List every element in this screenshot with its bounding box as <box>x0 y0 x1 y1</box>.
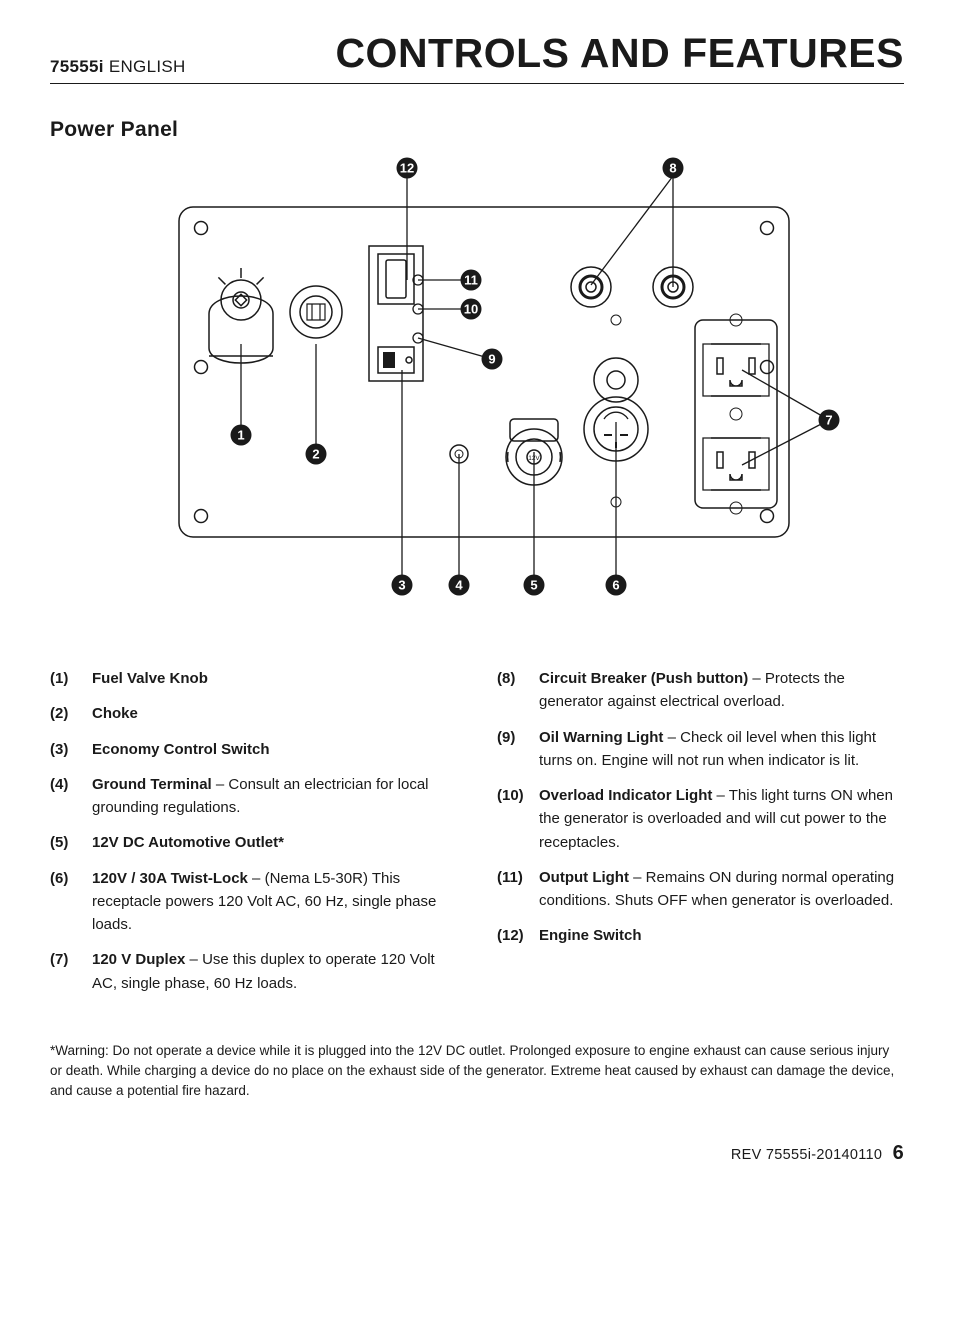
legend-right: (8)Circuit Breaker (Push button) – Prote… <box>497 667 904 1007</box>
legend-label: Oil Warning Light <box>539 729 663 746</box>
legend-body: Economy Control Switch <box>92 738 457 761</box>
model-lang: ENGLISH <box>109 57 186 76</box>
svg-text:12: 12 <box>400 161 414 176</box>
legend-item: (1)Fuel Valve Knob <box>50 667 457 690</box>
legend-number: (4) <box>50 773 92 820</box>
svg-text:6: 6 <box>612 578 619 593</box>
power-panel-diagram: 12V128111097123456 <box>50 152 904 617</box>
page-footer: REV 75555i-20140110 6 <box>50 1142 904 1165</box>
legend-number: (5) <box>50 831 92 854</box>
legend-item: (5)12V DC Automotive Outlet* <box>50 831 457 854</box>
legend-left: (1)Fuel Valve Knob(2)Choke(3)Economy Con… <box>50 667 457 1007</box>
svg-text:11: 11 <box>464 273 478 288</box>
page-title: CONTROLS AND FEATURES <box>335 30 904 77</box>
legend-label: Economy Control Switch <box>92 741 270 758</box>
legend-item: (3)Economy Control Switch <box>50 738 457 761</box>
svg-text:8: 8 <box>669 161 676 176</box>
legend-columns: (1)Fuel Valve Knob(2)Choke(3)Economy Con… <box>50 667 904 1007</box>
legend-number: (2) <box>50 702 92 725</box>
legend-body: Oil Warning Light – Check oil level when… <box>539 726 904 773</box>
page-header: 75555i ENGLISH CONTROLS AND FEATURES <box>50 30 904 84</box>
warning-text: *Warning: Do not operate a device while … <box>50 1041 904 1102</box>
legend-number: (10) <box>497 784 539 854</box>
legend-body: Fuel Valve Knob <box>92 667 457 690</box>
legend-number: (8) <box>497 667 539 714</box>
legend-number: (9) <box>497 726 539 773</box>
svg-text:2: 2 <box>312 447 319 462</box>
legend-label: Engine Switch <box>539 927 642 944</box>
legend-body: Engine Switch <box>539 924 904 947</box>
legend-body: Overload Indicator Light – This light tu… <box>539 784 904 854</box>
legend-body: 120V / 30A Twist-Lock – (Nema L5-30R) Th… <box>92 867 457 937</box>
legend-body: Choke <box>92 702 457 725</box>
legend-body: Output Light – Remains ON during normal … <box>539 866 904 913</box>
legend-label: Choke <box>92 705 138 722</box>
revision: REV 75555i-20140110 <box>731 1147 882 1163</box>
legend-item: (6)120V / 30A Twist-Lock – (Nema L5-30R)… <box>50 867 457 937</box>
svg-text:4: 4 <box>455 578 463 593</box>
page-number: 6 <box>893 1142 904 1164</box>
legend-body: Circuit Breaker (Push button) – Protects… <box>539 667 904 714</box>
legend-item: (2)Choke <box>50 702 457 725</box>
legend-item: (7)120 V Duplex – Use this duplex to ope… <box>50 948 457 995</box>
legend-label: 12V DC Automotive Outlet* <box>92 834 284 851</box>
svg-text:5: 5 <box>530 578 537 593</box>
legend-item: (12)Engine Switch <box>497 924 904 947</box>
legend-number: (1) <box>50 667 92 690</box>
legend-label: Ground Terminal <box>92 776 212 793</box>
legend-number: (11) <box>497 866 539 913</box>
legend-label: Overload Indicator Light <box>539 787 712 804</box>
legend-label: 120 V Duplex <box>92 951 185 968</box>
legend-body: 120 V Duplex – Use this duplex to operat… <box>92 948 457 995</box>
svg-text:10: 10 <box>464 302 478 317</box>
legend-item: (4)Ground Terminal – Consult an electric… <box>50 773 457 820</box>
svg-text:1: 1 <box>237 428 244 443</box>
section-heading: Power Panel <box>50 118 904 142</box>
model-number: 75555i <box>50 57 104 76</box>
legend-item: (9)Oil Warning Light – Check oil level w… <box>497 726 904 773</box>
legend-body: 12V DC Automotive Outlet* <box>92 831 457 854</box>
legend-body: Ground Terminal – Consult an electrician… <box>92 773 457 820</box>
legend-label: Fuel Valve Knob <box>92 670 208 687</box>
legend-item: (10)Overload Indicator Light – This ligh… <box>497 784 904 854</box>
legend-label: Circuit Breaker (Push button) <box>539 670 748 687</box>
legend-number: (6) <box>50 867 92 937</box>
svg-text:9: 9 <box>488 352 495 367</box>
legend-number: (7) <box>50 948 92 995</box>
diagram-svg: 12V128111097123456 <box>97 152 857 612</box>
legend-label: Output Light <box>539 869 629 886</box>
legend-item: (8)Circuit Breaker (Push button) – Prote… <box>497 667 904 714</box>
svg-text:7: 7 <box>825 413 832 428</box>
legend-item: (11)Output Light – Remains ON during nor… <box>497 866 904 913</box>
model-id: 75555i ENGLISH <box>50 57 186 77</box>
legend-number: (3) <box>50 738 92 761</box>
legend-number: (12) <box>497 924 539 947</box>
legend-label: 120V / 30A Twist-Lock <box>92 870 248 887</box>
svg-text:3: 3 <box>398 578 405 593</box>
